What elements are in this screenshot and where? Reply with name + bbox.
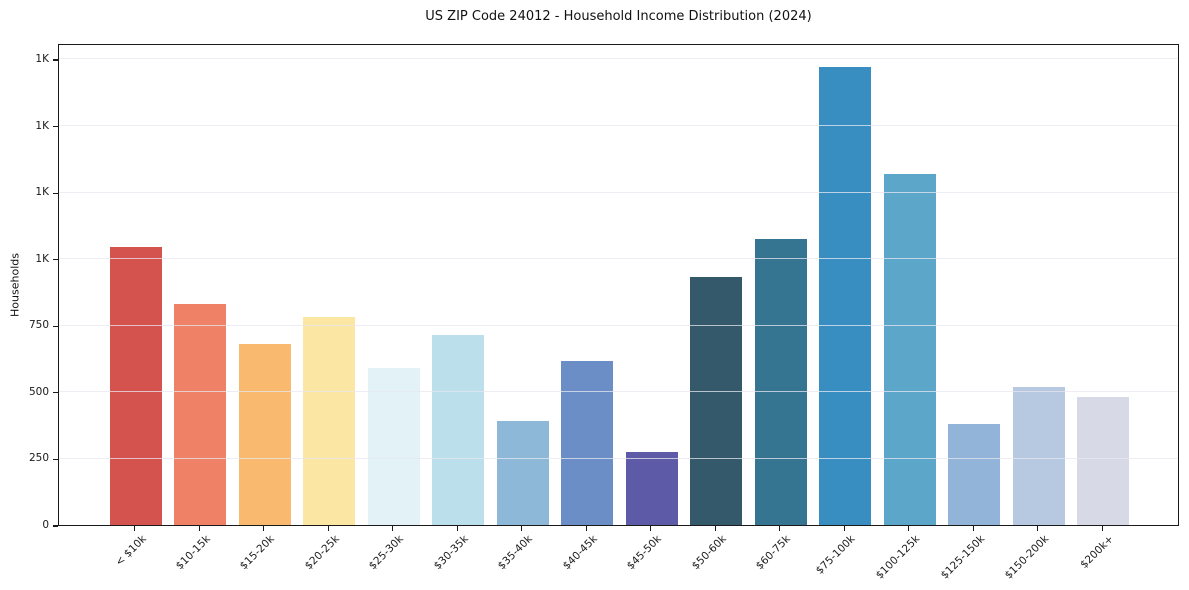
gridline xyxy=(59,191,1178,193)
x-tick-mark xyxy=(1101,526,1103,531)
y-tick-mark xyxy=(53,392,58,394)
x-tick-label: < $10k xyxy=(112,533,149,569)
bar-125-150k xyxy=(948,423,1001,525)
gridline xyxy=(59,457,1178,459)
x-tick-mark xyxy=(198,526,200,531)
bar-35-40k xyxy=(496,421,549,525)
x-tick-mark xyxy=(456,526,458,531)
y-tick-label: 0 xyxy=(42,519,49,531)
x-tick-mark xyxy=(972,526,974,531)
gridline xyxy=(59,258,1178,260)
bar-20-25k xyxy=(303,317,356,525)
x-tick-label: $125-150k xyxy=(938,533,987,582)
x-tick-label: $35-40k xyxy=(496,533,536,573)
gridline xyxy=(59,324,1178,326)
bar-40-45k xyxy=(561,361,614,525)
x-tick-label: $10-15k xyxy=(173,533,213,573)
plot-area xyxy=(58,44,1179,526)
chart-title: US ZIP Code 24012 - Household Income Dis… xyxy=(425,9,812,24)
bar-75-100k xyxy=(819,66,872,525)
x-tick-mark xyxy=(585,526,587,531)
gridline xyxy=(59,58,1178,60)
bar-45-50k xyxy=(625,451,678,525)
x-tick-label: $25-30k xyxy=(367,533,407,573)
gridline xyxy=(59,391,1178,393)
y-tick-mark xyxy=(53,192,58,194)
y-tick-label: 750 xyxy=(28,319,49,332)
x-tick-label: $15-20k xyxy=(238,533,278,573)
gridline xyxy=(59,124,1178,126)
x-tick-mark xyxy=(521,526,523,531)
x-tick-label: $75-100k xyxy=(813,533,858,577)
x-tick-mark xyxy=(134,526,136,531)
bar-10k xyxy=(109,246,162,525)
y-tick-label: 1K xyxy=(35,186,49,199)
y-tick-mark xyxy=(53,59,58,61)
x-tick-label: $45-50k xyxy=(625,533,665,573)
bar-25-30k xyxy=(367,367,420,525)
bar-100-125k xyxy=(883,173,936,525)
x-tick-mark xyxy=(263,526,265,531)
x-tick-label: $20-25k xyxy=(302,533,342,573)
bar-200k xyxy=(1077,397,1130,525)
y-tick-mark xyxy=(53,259,58,261)
x-tick-mark xyxy=(650,526,652,531)
x-tick-mark xyxy=(392,526,394,531)
x-tick-mark xyxy=(714,526,716,531)
y-tick-label: 250 xyxy=(28,452,49,465)
x-tick-label: $100-125k xyxy=(873,533,923,582)
bar-60-75k xyxy=(754,238,807,525)
x-tick-mark xyxy=(908,526,910,531)
x-tick-label: $30-35k xyxy=(431,533,471,573)
bar-10-15k xyxy=(174,303,227,525)
y-tick-label: 1K xyxy=(35,252,49,265)
x-tick-label: $40-45k xyxy=(560,533,600,573)
x-tick-mark xyxy=(327,526,329,531)
x-tick-label: $150-200k xyxy=(1002,533,1052,582)
x-tick-mark xyxy=(1037,526,1039,531)
y-tick-label: 500 xyxy=(28,385,49,398)
y-tick-label: 1K xyxy=(35,119,49,132)
bar-50-60k xyxy=(690,277,743,525)
x-tick-mark xyxy=(779,526,781,531)
y-tick-mark xyxy=(53,525,58,527)
bar-15-20k xyxy=(238,343,291,525)
bar-30-35k xyxy=(432,334,485,525)
y-tick-mark xyxy=(53,325,58,327)
y-tick-mark xyxy=(53,458,58,460)
x-tick-label: $200k+ xyxy=(1077,533,1116,571)
y-tick-label: 1K xyxy=(35,52,49,65)
x-tick-label: $60-75k xyxy=(754,533,794,573)
y-tick-mark xyxy=(53,125,58,128)
x-tick-mark xyxy=(843,526,845,531)
bar-150-200k xyxy=(1012,386,1065,525)
x-tick-label: $50-60k xyxy=(689,533,729,573)
